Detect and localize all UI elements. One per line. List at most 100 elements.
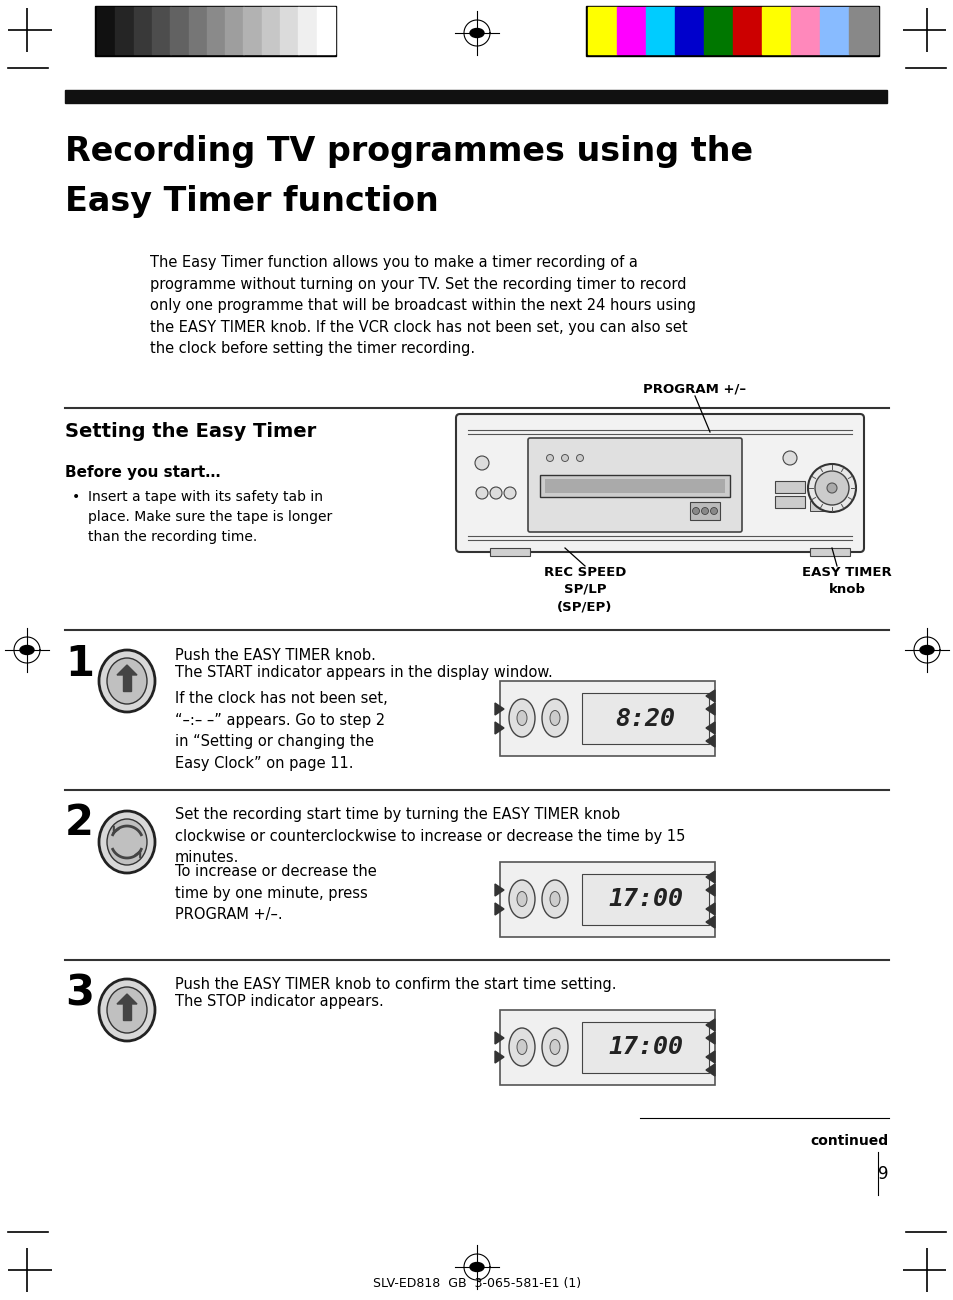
Bar	[645, 6, 675, 55]
Circle shape	[490, 488, 501, 499]
Bar	[774, 497, 804, 508]
Bar	[820, 6, 848, 55]
Text: To increase or decrease the
time by one minute, press
PROGRAM +/–.: To increase or decrease the time by one …	[174, 864, 376, 922]
Ellipse shape	[517, 892, 526, 906]
Ellipse shape	[107, 987, 147, 1034]
Ellipse shape	[550, 1040, 559, 1054]
Ellipse shape	[541, 1028, 567, 1066]
Polygon shape	[705, 1032, 714, 1044]
Text: EASY TIMER
knob: EASY TIMER knob	[801, 566, 891, 595]
Polygon shape	[705, 884, 714, 896]
Text: PROGRAM +/–: PROGRAM +/–	[642, 384, 746, 396]
Polygon shape	[705, 903, 714, 915]
Text: •: •	[71, 490, 80, 504]
Text: 8:20: 8:20	[615, 706, 675, 731]
Polygon shape	[705, 916, 714, 928]
Bar	[133, 6, 152, 55]
Polygon shape	[705, 722, 714, 734]
Text: continued: continued	[810, 1134, 888, 1148]
Circle shape	[503, 488, 516, 499]
Polygon shape	[705, 690, 714, 702]
Text: Recording TV programmes using the: Recording TV programmes using the	[65, 135, 752, 168]
Ellipse shape	[20, 646, 34, 654]
Polygon shape	[705, 1019, 714, 1031]
Ellipse shape	[550, 892, 559, 906]
Bar	[761, 6, 790, 55]
Ellipse shape	[470, 1262, 483, 1271]
Circle shape	[782, 451, 796, 465]
Polygon shape	[117, 994, 137, 1004]
Text: Push the EASY TIMER knob.: Push the EASY TIMER knob.	[174, 647, 375, 663]
Bar	[539, 474, 729, 497]
Bar	[123, 1004, 131, 1020]
Polygon shape	[495, 1032, 503, 1044]
Bar	[490, 549, 530, 556]
Circle shape	[807, 464, 855, 512]
Text: Insert a tape with its safety tab in
place. Make sure the tape is longer
than th: Insert a tape with its safety tab in pla…	[88, 490, 332, 545]
Text: 9: 9	[878, 1165, 888, 1183]
Text: Easy Timer function: Easy Timer function	[65, 185, 438, 218]
Bar	[774, 481, 804, 493]
Bar	[280, 6, 298, 55]
Text: 3: 3	[65, 972, 94, 1014]
Ellipse shape	[107, 658, 147, 705]
Bar	[732, 6, 761, 55]
Bar	[97, 6, 115, 55]
Ellipse shape	[107, 819, 147, 864]
Polygon shape	[117, 666, 137, 675]
Bar	[499, 1010, 714, 1086]
Bar	[675, 6, 703, 55]
Ellipse shape	[919, 646, 933, 654]
Bar	[298, 6, 316, 55]
Bar	[581, 693, 708, 744]
Ellipse shape	[99, 811, 154, 874]
Bar	[689, 502, 720, 520]
Bar	[316, 6, 335, 55]
Bar	[848, 6, 878, 55]
Bar	[617, 6, 645, 55]
Circle shape	[475, 456, 489, 471]
Polygon shape	[705, 1063, 714, 1076]
Circle shape	[546, 455, 553, 461]
Text: Set the recording start time by turning the EASY TIMER knob
clockwise or counter: Set the recording start time by turning …	[174, 807, 684, 866]
Bar	[170, 6, 189, 55]
Bar	[809, 484, 827, 493]
Polygon shape	[495, 884, 503, 896]
Ellipse shape	[509, 699, 535, 737]
Bar	[499, 862, 714, 937]
Circle shape	[710, 507, 717, 515]
Bar	[95, 5, 336, 56]
Ellipse shape	[99, 650, 154, 712]
Ellipse shape	[541, 880, 567, 918]
Circle shape	[561, 455, 568, 461]
Text: The STOP indicator appears.: The STOP indicator appears.	[174, 994, 383, 1009]
Polygon shape	[705, 703, 714, 715]
Text: 1: 1	[65, 644, 94, 685]
FancyBboxPatch shape	[527, 438, 741, 532]
Ellipse shape	[550, 711, 559, 725]
Text: REC SPEED
SP/LP
(SP/EP): REC SPEED SP/LP (SP/EP)	[543, 566, 625, 614]
Bar	[243, 6, 262, 55]
Text: 17:00: 17:00	[607, 888, 682, 911]
Bar	[586, 5, 879, 56]
Bar	[790, 6, 820, 55]
Polygon shape	[705, 1050, 714, 1063]
Bar	[225, 6, 244, 55]
Circle shape	[700, 507, 708, 515]
Text: Setting the Easy Timer: Setting the Easy Timer	[65, 422, 315, 441]
Bar	[581, 1022, 708, 1072]
Bar	[544, 478, 724, 493]
Bar	[499, 681, 714, 757]
Bar	[587, 6, 617, 55]
Bar	[261, 6, 280, 55]
Circle shape	[692, 507, 699, 515]
Text: Push the EASY TIMER knob to confirm the start time setting.: Push the EASY TIMER knob to confirm the …	[174, 978, 616, 992]
Circle shape	[576, 455, 583, 461]
Text: Before you start…: Before you start…	[65, 465, 220, 480]
Bar	[152, 6, 171, 55]
Ellipse shape	[509, 1028, 535, 1066]
Bar	[809, 549, 849, 556]
Text: The Easy Timer function allows you to make a timer recording of a
programme with: The Easy Timer function allows you to ma…	[150, 255, 696, 356]
Ellipse shape	[509, 880, 535, 918]
Text: If the clock has not been set,
“–:– –” appears. Go to step 2
in “Setting or chan: If the clock has not been set, “–:– –” a…	[174, 692, 387, 771]
